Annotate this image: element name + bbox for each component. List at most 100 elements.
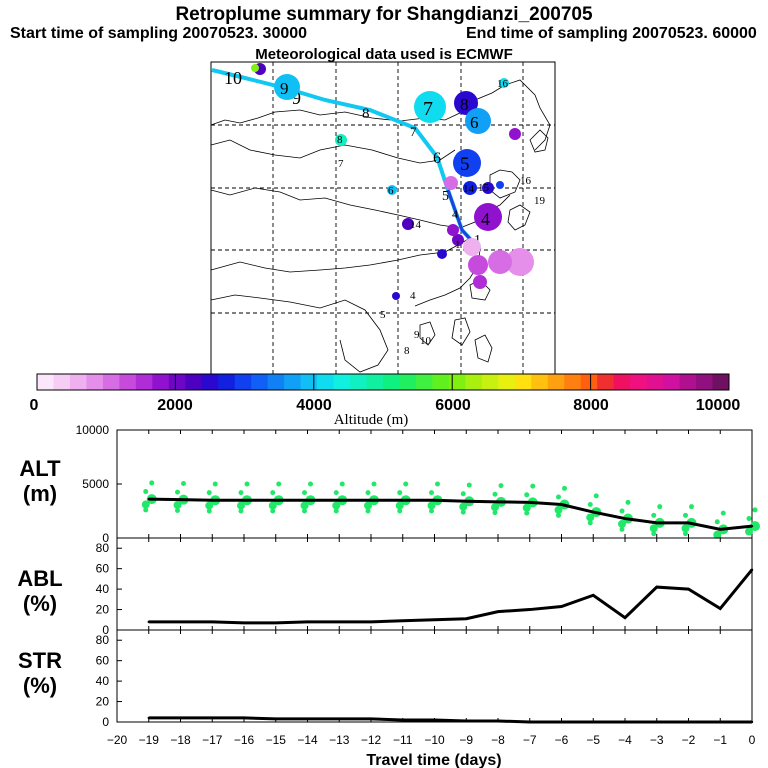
colorbar-ticks: 0 2000 4000 6000 8000 10000 [30, 397, 741, 414]
colorbar-swatch [630, 374, 648, 390]
alt-scatter-point [238, 508, 244, 514]
colorbar-swatch [597, 374, 615, 390]
abl-data-point [750, 568, 754, 571]
alt-scatter-point [270, 490, 276, 496]
abl-data-point [274, 621, 277, 625]
str-data-point [592, 720, 595, 724]
alt-scatter-point [491, 503, 499, 512]
plume-label: 9 [414, 329, 420, 341]
plume-marker [473, 275, 487, 289]
colorbar-swatch [383, 374, 400, 390]
alt-scatter-point [270, 508, 276, 514]
alt-scatter-point [752, 507, 758, 513]
colorbar-swatch [448, 374, 466, 390]
alt-scatter-point [498, 483, 504, 489]
str-panel-label: STR (%) [18, 648, 62, 698]
abl-frame [116, 537, 753, 631]
x-tick-label: −16 [234, 733, 255, 747]
alt-scatter-point [435, 481, 440, 487]
alt-scatter-point [205, 501, 214, 510]
colorbar-swatch [432, 374, 450, 390]
colorbar-swatch [234, 374, 252, 390]
alt-data-point [719, 528, 722, 531]
alt-data-point [655, 521, 658, 525]
abl-data-point [719, 607, 722, 610]
plume-marker [387, 185, 397, 195]
plume-marker [496, 181, 504, 189]
plume-label: 8 [337, 134, 343, 146]
alt-scatter-point [141, 500, 150, 509]
str-data-point [211, 716, 214, 720]
abl-panel-label: ABL (%) [17, 566, 63, 616]
alt-scatter-point [181, 480, 186, 486]
str-frame [116, 629, 753, 723]
colorbar-swatch [267, 374, 285, 390]
map-gridlines [211, 62, 555, 374]
colorbar-tick-label: 2000 [157, 397, 193, 414]
str-data-point [306, 717, 309, 721]
abl-data-point [338, 620, 341, 624]
alt-scatter-point [268, 501, 277, 510]
alt-scatter-point [175, 507, 180, 513]
alt-scatter-point [713, 530, 722, 539]
trajectory-label: 10 [224, 68, 242, 88]
x-tick-label: −2 [682, 733, 696, 747]
alt-scatter-point [397, 508, 403, 514]
alt-scatter-point [587, 502, 593, 508]
abl-data-point [433, 618, 436, 621]
colorbar-swatch [69, 374, 87, 390]
alt-scatter-point [427, 501, 436, 510]
colorbar-swatch [712, 374, 730, 390]
colorbar-swatch [366, 374, 384, 390]
alt-scatter-point [244, 481, 250, 487]
str-data-point [179, 716, 182, 720]
alt-data-point [401, 499, 404, 502]
abl-data-point [496, 610, 500, 613]
plume-marker [453, 149, 481, 177]
alt-scatter-point [460, 509, 466, 515]
alt-scatter-point [625, 499, 631, 505]
alt-scatter-point [556, 494, 561, 500]
extra-labels: 8 7 6 5 4 10 9 8 16 19 14 16 14 15 1 [337, 78, 546, 357]
alt-scatter-point [524, 510, 530, 516]
x-tick-label: −5 [586, 733, 600, 747]
plume-label: 5 [380, 309, 386, 321]
alt-ytick-label: 10000 [76, 423, 110, 437]
plume-label: 7 [423, 98, 433, 120]
plume-marker [447, 224, 459, 236]
abl-ytick-label: 80 [96, 541, 110, 555]
alt-scatter-point [276, 481, 282, 487]
str-data-point [560, 720, 563, 724]
plume-label: 6 [470, 113, 479, 132]
alt-scatter-point [365, 490, 371, 496]
alt-series-line [148, 497, 753, 531]
str-data-point [465, 719, 468, 723]
x-tick-label: −9 [459, 733, 473, 747]
alt-scatter-point [333, 508, 339, 514]
colorbar-tick-label: 0 [30, 397, 39, 414]
alt-scatter-point [308, 481, 313, 487]
abl-panel: 80 60 40 20 0 [96, 537, 754, 637]
colorbar-swatch [284, 374, 302, 390]
abl-data-point [687, 587, 690, 591]
plume-label: 5 [460, 154, 470, 175]
abl-data-point [211, 620, 214, 624]
x-tick-label: −8 [491, 733, 505, 747]
plume-label: 4 [410, 290, 416, 302]
abl-data-point [147, 620, 150, 624]
colorbar-swatch [251, 374, 269, 390]
alt-scatter-point [649, 524, 658, 533]
plume-label: 1 [455, 239, 461, 251]
alt-scatter-point [651, 512, 657, 518]
chart-title: Retroplume summary for Shangdianzi_20070… [175, 4, 593, 25]
abl-data-point [179, 620, 182, 624]
str-data-point [274, 717, 277, 721]
trajectory-label: 8 [362, 106, 370, 122]
colorbar-swatch [135, 374, 153, 390]
colorbar-swatch [317, 374, 335, 390]
alt-data-point [433, 499, 436, 502]
x-tick-label: 0 [749, 733, 756, 747]
x-tick-label: −10 [424, 733, 445, 747]
